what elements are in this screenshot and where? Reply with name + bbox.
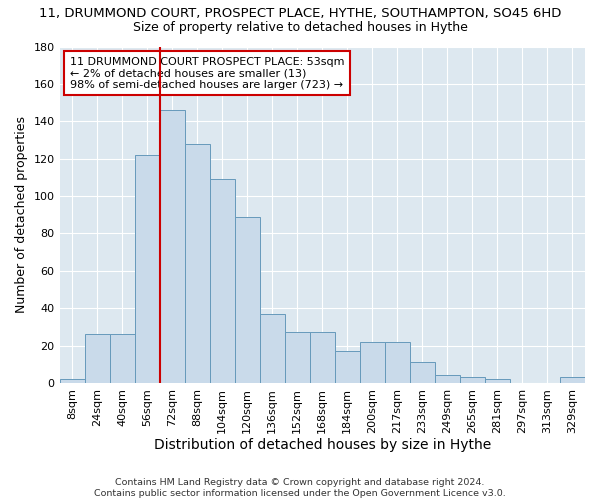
Bar [260,314,285,383]
Bar [185,144,209,383]
Bar [59,379,85,383]
Bar [560,378,585,383]
Bar [85,334,110,383]
Bar [235,216,260,383]
Bar [335,351,360,383]
Bar [360,342,385,383]
Text: 11 DRUMMOND COURT PROSPECT PLACE: 53sqm
← 2% of detached houses are smaller (13): 11 DRUMMOND COURT PROSPECT PLACE: 53sqm … [70,56,344,90]
X-axis label: Distribution of detached houses by size in Hythe: Distribution of detached houses by size … [154,438,491,452]
Bar [160,110,185,383]
Bar [460,378,485,383]
Bar [410,362,435,383]
Bar [110,334,134,383]
Y-axis label: Number of detached properties: Number of detached properties [15,116,28,313]
Bar [385,342,410,383]
Bar [485,379,510,383]
Bar [134,155,160,383]
Text: Size of property relative to detached houses in Hythe: Size of property relative to detached ho… [133,21,467,34]
Text: 11, DRUMMOND COURT, PROSPECT PLACE, HYTHE, SOUTHAMPTON, SO45 6HD: 11, DRUMMOND COURT, PROSPECT PLACE, HYTH… [39,8,561,20]
Bar [310,332,335,383]
Bar [435,376,460,383]
Bar [285,332,310,383]
Text: Contains HM Land Registry data © Crown copyright and database right 2024.
Contai: Contains HM Land Registry data © Crown c… [94,478,506,498]
Bar [209,179,235,383]
